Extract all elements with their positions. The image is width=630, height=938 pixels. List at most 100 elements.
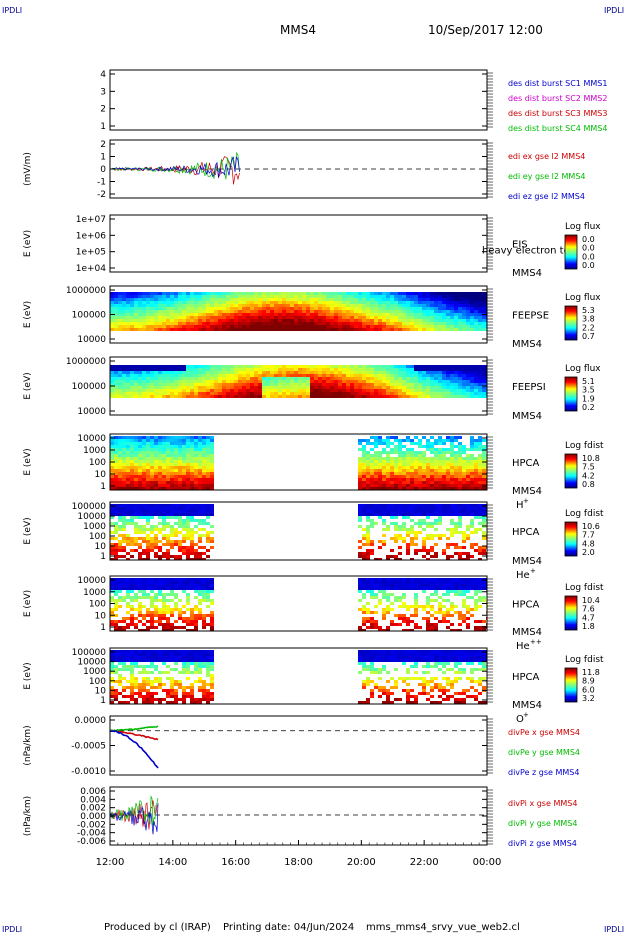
y-tick-label: 100 (89, 600, 106, 610)
heatmap-hpca_hepp (110, 578, 490, 632)
overlay-text: heavy electron to (482, 246, 570, 257)
instrument-label: HPCA (512, 672, 540, 683)
spacecraft-label: MMS4 (512, 486, 542, 497)
x-tick-label: 00:00 (473, 857, 502, 868)
y-tick-label: 1 (100, 122, 106, 132)
colorbar (565, 596, 577, 630)
y-tick-label: 2 (100, 140, 106, 150)
spacecraft-label: MMS4 (512, 627, 542, 638)
y-tick-label: 1000 (83, 667, 106, 677)
y-tick-label: -1 (97, 178, 106, 188)
colorbar-title: Log fdist (565, 509, 604, 519)
legend-entry: des dist burst SC1 MMS1 (508, 79, 607, 88)
y-axis-label: E (eV) (23, 372, 33, 399)
x-tick-label: 12:00 (96, 857, 125, 868)
colorbar-tick-label: 6.0 (582, 685, 595, 694)
y-tick-label: 10 (95, 542, 107, 552)
y-axis-label: E (eV) (23, 662, 33, 689)
legend-entry: des dist burst SC4 MMS4 (508, 124, 607, 133)
legend-entry: divPi x gse MMS4 (508, 799, 577, 808)
footer-filename: mms_mms4_srvy_vue_web2.cl (366, 922, 520, 933)
colorbar (565, 668, 577, 702)
y-axis-label: E (eV) (23, 517, 33, 544)
colorbar-tick-label: 10.8 (582, 454, 600, 463)
y-tick-label: -0.0005 (71, 742, 106, 752)
colorbar-tick-label: 0.0 (582, 244, 595, 253)
legend-entry: edi ey gse l2 MMS4 (508, 172, 586, 181)
instrument-label: HPCA (512, 600, 540, 611)
colorbar-tick-label: 1.8 (582, 622, 595, 631)
colorbar-tick-label: 3.8 (582, 315, 595, 324)
colorbar-title: Log flux (565, 222, 601, 232)
spacecraft-label: MMS4 (512, 700, 542, 711)
y-tick-label: 0 (100, 165, 106, 175)
heatmap-hpca_he (110, 504, 490, 561)
y-tick-label: -0.006 (77, 837, 106, 847)
y-axis-label: E (eV) (23, 448, 33, 475)
instrument-label: FEEPSI (512, 382, 546, 393)
y-tick-label: 10 (95, 686, 107, 696)
y-tick-label: 2 (100, 105, 106, 115)
y-tick-label: 0.0000 (75, 716, 107, 726)
y-tick-label: 1 (100, 153, 106, 163)
y-axis-label: (nPa/km) (23, 725, 33, 765)
legend-entry: des dist burst SC3 MMS3 (508, 109, 607, 118)
x-tick-label: 22:00 (410, 857, 439, 868)
corner-label-top-right: IPDLI (604, 6, 624, 15)
colorbar-tick-label: 2.0 (582, 548, 595, 557)
colorbar-tick-label: 2.2 (582, 323, 595, 332)
y-tick-label: 1000 (83, 446, 106, 456)
colorbar-tick-label: 4.7 (582, 613, 595, 622)
y-tick-label: 10000 (77, 335, 106, 345)
colorbar-title: Log flux (565, 293, 601, 303)
legend-entry: divPe y gse MMS4 (508, 748, 580, 757)
y-tick-label: 100 (89, 532, 106, 542)
instrument-label: HPCA (512, 527, 540, 538)
colorbar-tick-label: 7.6 (582, 605, 595, 614)
y-tick-label: 1e+06 (76, 231, 107, 241)
x-tick-label: 18:00 (284, 857, 313, 868)
y-tick-label: 100000 (72, 648, 107, 658)
y-tick-label: 10000 (77, 434, 106, 444)
spacecraft-label: MMS4 (512, 339, 542, 350)
y-axis-label: E (eV) (23, 590, 33, 617)
y-tick-label: 1 (100, 552, 106, 562)
species-charge: ++ (530, 638, 542, 646)
colorbar-title: Log fdist (565, 583, 604, 593)
x-tick-label: 14:00 (158, 857, 187, 868)
legend-entry: edi ez gse l2 MMS4 (508, 192, 585, 201)
y-tick-label: 1e+07 (76, 215, 106, 225)
species-charge: + (530, 567, 536, 575)
y-tick-label: 10000 (77, 512, 106, 522)
colorbar (565, 235, 577, 269)
legend-entry: divPi z gse MMS4 (508, 839, 577, 848)
corner-label-bottom-left: IPDLI (2, 925, 22, 934)
colorbar-tick-label: 4.8 (582, 539, 595, 548)
legend-entry: divPe z gse MMS4 (508, 768, 579, 777)
y-tick-label: 100 (89, 677, 106, 687)
colorbar (565, 522, 577, 556)
y-tick-label: -0.0010 (71, 767, 106, 777)
legend-entry: edi ex gse l2 MMS4 (508, 152, 585, 161)
colorbar-tick-label: 3.5 (582, 386, 595, 395)
y-tick-label: 1000000 (66, 357, 106, 367)
species-label: He (516, 570, 530, 581)
panel-divpe: 0.0000 -0.0005 -0.0010 (nPa/km) divPe x gse … (23, 716, 580, 777)
colorbar-tick-label: 0.7 (582, 332, 595, 341)
corner-label-top-left: IPDLI (2, 6, 22, 15)
y-tick-label: 1000 (83, 522, 106, 532)
colorbar-title: Log fdist (565, 441, 604, 451)
colorbar (565, 377, 577, 411)
legend-entry: divPe x gse MMS4 (508, 728, 580, 737)
y-axis-label: (mV/m) (23, 152, 33, 186)
colorbar-tick-label: 0.0 (582, 261, 595, 270)
datetime-title: 10/Sep/2017 12:00 (428, 23, 543, 37)
colorbar (565, 454, 577, 488)
y-axis-label: E (eV) (23, 230, 33, 257)
corner-label-bottom-right: IPDLI (604, 925, 624, 934)
